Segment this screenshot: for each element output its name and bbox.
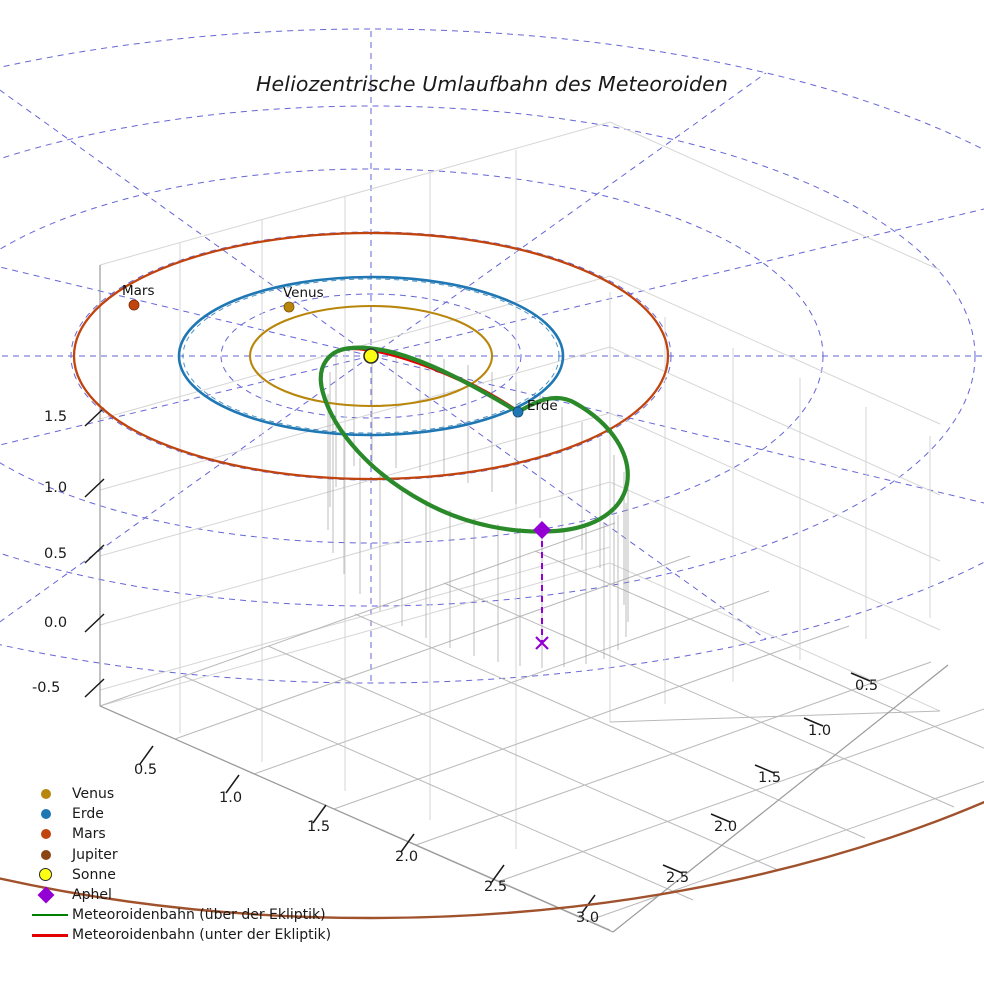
legend-label-sonne: Sonne <box>72 866 116 883</box>
axes-pane-grid <box>99 121 941 849</box>
y-tick-2: 1.5 <box>758 770 782 786</box>
legend-marker-erde <box>28 804 72 824</box>
legend-item-sonne[interactable]: Sonne <box>28 865 338 885</box>
legend-item-aphel[interactable]: Aphel <box>28 885 338 905</box>
z-tick-1: 1.0 <box>44 480 68 496</box>
legend-item-venus[interactable]: Venus <box>28 784 338 804</box>
legend-label-venus: Venus <box>72 786 115 803</box>
legend-item-mars[interactable]: Mars <box>28 824 338 844</box>
legend-marker-sonne <box>28 865 72 885</box>
label-mars: Mars <box>122 283 155 299</box>
y-tick-0: 0.5 <box>855 678 879 694</box>
ecliptic-polar-grid <box>0 28 984 684</box>
axis-spines <box>99 265 949 933</box>
legend-item-orbit-above[interactable]: Meteoroidenbahn (über der Ekliptik) <box>28 905 338 925</box>
marker-erde <box>512 406 524 418</box>
x-tick-2: 1.5 <box>307 819 331 835</box>
legend-item-orbit-below[interactable]: Meteoroidenbahn (unter der Ekliptik) <box>28 925 338 945</box>
legend-marker-venus <box>28 784 72 804</box>
x-tick-3: 2.0 <box>395 849 419 865</box>
axis-tick-marks <box>84 407 871 914</box>
z-tick-4: -0.5 <box>32 680 61 696</box>
legend-label-orbit-below: Meteoroidenbahn (unter der Ekliptik) <box>72 927 332 944</box>
x-tick-1: 1.0 <box>219 790 243 806</box>
x-tick-0: 0.5 <box>134 762 158 778</box>
legend-marker-aphel <box>28 885 72 905</box>
label-venus: Venus <box>283 285 324 301</box>
legend-label-jupiter: Jupiter <box>72 846 118 863</box>
meteoroid-orbit-above-ecliptic <box>318 345 630 534</box>
legend-line-orbit-above <box>28 905 72 925</box>
z-tick-2: 0.5 <box>44 546 68 562</box>
marker-mars <box>128 299 140 311</box>
orbit-mars <box>72 231 670 481</box>
marker-sonne <box>363 348 379 364</box>
y-tick-3: 2.0 <box>714 819 738 835</box>
legend-line-orbit-below <box>28 925 72 945</box>
orbit-venus <box>248 304 494 408</box>
label-erde: Erde <box>527 398 558 414</box>
axes-floor-grid <box>99 522 984 931</box>
marker-venus <box>283 301 295 313</box>
legend-marker-jupiter <box>28 845 72 865</box>
meteoroid-drop-stems <box>327 351 629 668</box>
x-tick-5: 3.0 <box>576 910 600 926</box>
legend-label-orbit-above: Meteoroidenbahn (über der Ekliptik) <box>72 907 326 924</box>
y-tick-4: 2.5 <box>666 870 690 886</box>
y-tick-1: 1.0 <box>808 723 832 739</box>
legend: Venus Erde Mars Jupiter Sonne <box>28 784 338 946</box>
aphel-marker <box>533 521 551 539</box>
orbit-jupiter <box>0 800 984 920</box>
legend-item-jupiter[interactable]: Jupiter <box>28 845 338 865</box>
legend-label-aphel: Aphel <box>72 887 112 904</box>
legend-label-erde: Erde <box>72 806 104 823</box>
aphel-projection-marker <box>535 636 549 650</box>
z-tick-3: 0.0 <box>44 615 68 631</box>
legend-item-erde[interactable]: Erde <box>28 804 338 824</box>
orbit-erde <box>177 275 565 437</box>
x-tick-4: 2.5 <box>484 879 508 895</box>
figure-title: Heliozentrische Umlaufbahn des Meteoroid… <box>256 72 728 96</box>
legend-marker-mars <box>28 824 72 844</box>
legend-label-mars: Mars <box>72 826 106 843</box>
z-tick-0: 1.5 <box>44 409 68 425</box>
